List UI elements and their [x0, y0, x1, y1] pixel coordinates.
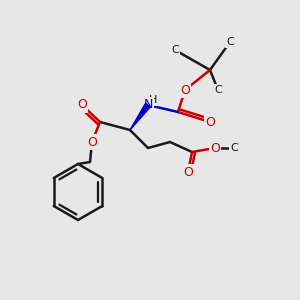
Text: O: O [183, 166, 193, 178]
Text: O: O [87, 136, 97, 148]
Text: O: O [77, 98, 87, 112]
Text: O: O [180, 83, 190, 97]
Text: C: C [230, 143, 238, 153]
Text: C: C [214, 85, 222, 95]
Text: N: N [143, 98, 153, 112]
Text: C: C [171, 45, 179, 55]
Text: H: H [149, 95, 157, 105]
Text: O: O [205, 116, 215, 128]
Text: O: O [210, 142, 220, 154]
Text: C: C [226, 37, 234, 47]
Polygon shape [130, 103, 150, 130]
